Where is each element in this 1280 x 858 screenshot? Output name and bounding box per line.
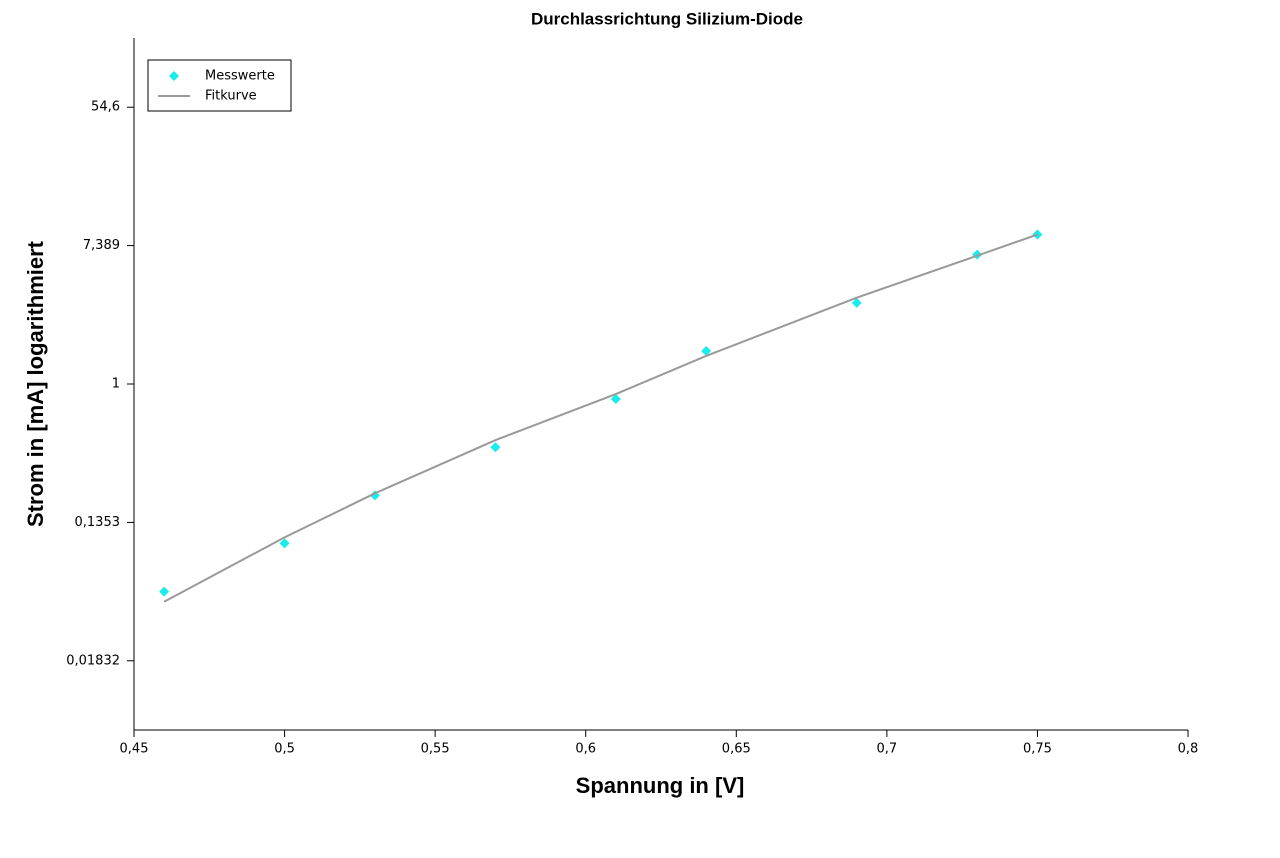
data-point	[610, 394, 621, 405]
y-tick-label: 0,01832	[66, 653, 120, 668]
legend-label: Fitkurve	[205, 89, 257, 104]
legend-swatch	[169, 71, 179, 81]
legend-label: Messwerte	[205, 69, 275, 84]
data-point	[279, 538, 290, 549]
x-tick-label: 0,55	[421, 742, 450, 757]
fit-line	[163, 233, 1038, 603]
chart-title: Durchlassrichtung Silizium-Diode	[531, 9, 803, 28]
y-tick-label: 7,389	[83, 238, 120, 253]
y-tick-label: 54,6	[91, 100, 120, 115]
data-point	[490, 442, 501, 453]
x-tick-label: 0,7	[877, 742, 898, 757]
x-tick-label: 0,8	[1178, 742, 1199, 757]
y-tick-label: 1	[112, 376, 120, 391]
x-tick-label: 0,6	[575, 742, 596, 757]
x-tick-label: 0,65	[722, 742, 751, 757]
legend-box	[147, 59, 292, 112]
x-axis-label: Spannung in [V]	[576, 773, 745, 798]
data-point	[851, 297, 862, 308]
data-point	[701, 346, 712, 357]
data-point	[159, 586, 170, 597]
x-tick-label: 0,5	[274, 742, 295, 757]
y-tick-label: 0,1353	[75, 515, 121, 530]
y-axis-label: Strom in [mA] logarithmiert	[23, 240, 48, 527]
x-tick-label: 0,75	[1023, 742, 1052, 757]
x-tick-label: 0,45	[120, 742, 149, 757]
